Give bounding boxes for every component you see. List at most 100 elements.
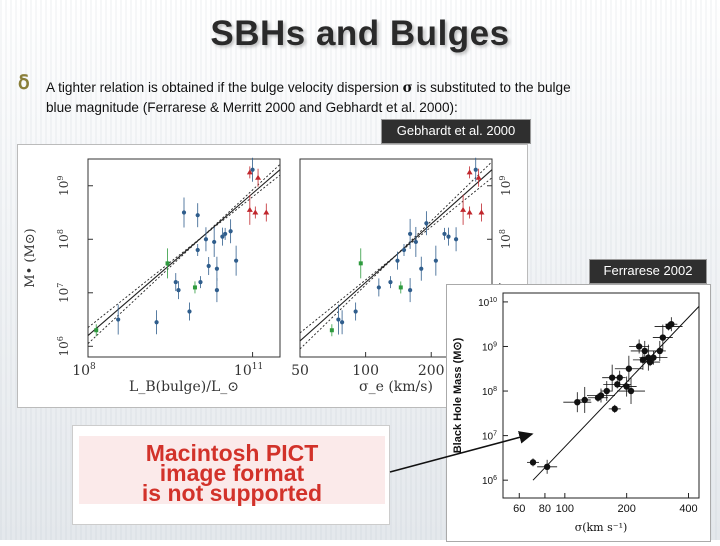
pict-line-2: image format	[159, 460, 305, 486]
x-axis-label: σ(km s⁻¹)	[575, 521, 628, 534]
data-point	[94, 328, 99, 333]
x-tick-exponent: 8	[90, 362, 96, 372]
slide-title: SBHs and Bulges	[210, 14, 510, 53]
data-point	[398, 285, 403, 290]
data-point	[473, 167, 478, 172]
data-point	[424, 221, 429, 226]
data-point	[388, 279, 393, 285]
body-line-1: A tighter relation is obtained if the bu…	[46, 78, 706, 98]
x-tick-label: 50	[291, 363, 309, 379]
data-point	[329, 328, 334, 333]
data-point	[639, 356, 647, 364]
data-point	[668, 320, 675, 328]
data-point	[376, 285, 381, 290]
data-point	[358, 261, 363, 266]
ferrarese-caption: Ferrarese 2002	[589, 259, 707, 284]
y-axis-label: M• (M⊙)	[23, 228, 38, 287]
panel-frame	[87, 158, 281, 358]
gebhardt-figure: 106 107 108 109 108 1011 L_B(bulge)/L_⊙ M• (M⊙)…	[17, 144, 528, 408]
data-point	[625, 365, 633, 372]
fit-line	[299, 169, 493, 342]
data-point	[529, 459, 537, 466]
y-tick-exponent: 6	[56, 336, 65, 341]
data-point	[212, 239, 217, 245]
x-tick-label: 400	[679, 503, 697, 515]
pict-placeholder-image: Macintosh PICT image format is not suppo…	[72, 425, 390, 525]
data-point	[650, 354, 657, 361]
fit-line	[299, 161, 493, 350]
slide-body-text: A tighter relation is obtained if the bu…	[46, 78, 706, 117]
y-tick-exponent: 8	[56, 229, 65, 234]
data-point	[433, 258, 438, 263]
panel-frame	[299, 158, 493, 358]
data-point	[154, 320, 159, 325]
body-line-2: blue magnitude (Ferrarese & Merritt 2000…	[46, 100, 458, 115]
pict-placeholder-text: Macintosh PICT image format is not suppo…	[79, 440, 385, 505]
data-point	[198, 279, 203, 285]
data-point	[250, 167, 255, 172]
data-point	[453, 237, 459, 242]
pict-line-1: Macintosh PICT	[145, 440, 319, 466]
x-tick-label: 60	[513, 503, 525, 515]
fit-line	[532, 306, 700, 481]
data-point	[581, 396, 588, 404]
bullet-glyph-icon: ẟ	[18, 73, 30, 94]
data-point	[173, 279, 178, 285]
data-point	[460, 206, 467, 212]
sigma-symbol: σ	[402, 80, 413, 96]
data-point	[543, 463, 551, 471]
x-axis-label: L_B(bulge)/L_⊙	[129, 379, 239, 395]
gebhardt-caption: Gebhardt et al. 2000	[381, 119, 531, 144]
data-point	[187, 309, 192, 314]
data-point	[475, 174, 482, 180]
y-axis-label: Black Hole Mass (M⊙)	[452, 337, 464, 453]
body-line-1-start: A tighter relation is obtained if the bu…	[46, 80, 403, 95]
data-point	[627, 387, 635, 395]
data-point	[176, 288, 181, 293]
fit-line	[87, 169, 281, 337]
data-point	[252, 209, 259, 215]
data-point	[413, 239, 418, 245]
y-tick-label: 109	[56, 176, 71, 196]
body-line-1-end: is substituted to the bulge	[412, 80, 571, 95]
y-tick-exponent: 10	[489, 297, 497, 304]
data-point	[419, 266, 424, 271]
data-point	[228, 229, 233, 234]
x-axis-label: σ_e (km/s)	[359, 379, 433, 395]
data-point	[616, 374, 623, 381]
data-point	[206, 263, 211, 269]
data-point	[656, 347, 664, 355]
data-point	[646, 358, 654, 366]
x-tick-exponent: 11	[252, 362, 263, 372]
data-point	[203, 237, 209, 242]
data-point	[116, 317, 121, 322]
data-point	[623, 383, 630, 390]
data-point	[192, 285, 197, 290]
data-point	[635, 343, 643, 350]
data-point	[659, 334, 667, 341]
data-point	[234, 258, 239, 263]
x-tick-label: 200	[617, 503, 635, 515]
y-tick-exponent: 8	[493, 386, 497, 393]
data-point	[408, 231, 413, 237]
y-tick-exponent: 9	[493, 341, 497, 348]
data-point	[574, 398, 581, 406]
data-point	[214, 266, 220, 271]
y-tick-exponent: 9	[498, 176, 507, 181]
data-point	[223, 231, 228, 237]
data-point	[195, 247, 200, 253]
data-point	[214, 288, 220, 293]
data-point	[255, 174, 262, 180]
y-tick-exponent: 7	[56, 283, 65, 288]
y-tick-exponent: 9	[56, 176, 65, 181]
pict-placeholder-band	[79, 436, 385, 504]
data-point	[466, 169, 473, 175]
x-tick-label: 200	[418, 363, 445, 379]
ferrarese-figure: 106 107 108 109 1010 60 80 100 200 400 σ(km s⁻¹) Bl…	[446, 284, 711, 542]
data-point	[246, 206, 253, 212]
data-point	[614, 381, 621, 388]
data-point	[220, 234, 225, 239]
